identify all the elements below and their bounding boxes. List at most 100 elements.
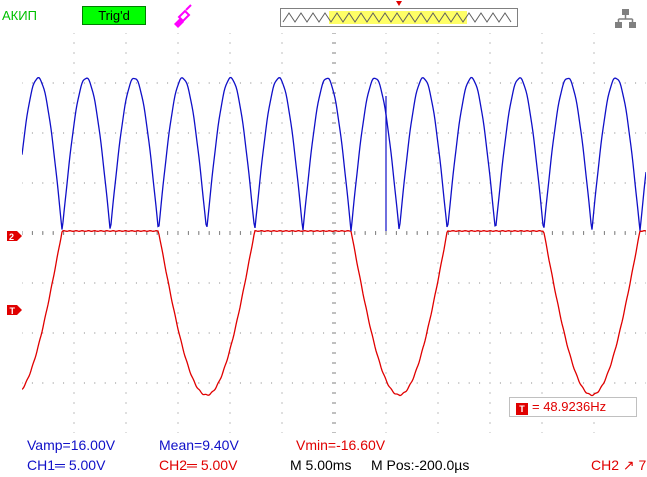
grid-dot <box>458 332 460 334</box>
main-position[interactable]: M Pos:-200.0µs <box>371 457 470 473</box>
grid-dot <box>73 372 75 374</box>
grid-dot <box>281 152 283 154</box>
grid-dot <box>177 372 179 374</box>
grid-dot <box>229 272 231 274</box>
grid-dot <box>593 62 595 64</box>
ch2-trigger-level-marker[interactable]: T <box>6 303 24 316</box>
grid-dot <box>229 292 231 294</box>
grid-dot <box>177 262 179 264</box>
grid-dot <box>219 182 221 184</box>
grid-dot <box>603 332 605 334</box>
grid-dot <box>479 182 481 184</box>
grid-dot <box>73 272 75 274</box>
grid-dot <box>73 362 75 364</box>
grid-dot <box>323 182 325 184</box>
grid-dot <box>229 302 231 304</box>
grid-dot <box>250 382 252 384</box>
grid-dot <box>250 332 252 334</box>
grid-dot <box>489 332 491 334</box>
grid-dot <box>437 342 439 344</box>
grid-dot <box>635 82 637 84</box>
grid-dot <box>177 202 179 204</box>
grid-dot <box>489 82 491 84</box>
grid-dot <box>510 282 512 284</box>
probe-icon <box>174 4 192 28</box>
grid-dot <box>104 82 106 84</box>
grid-dot <box>510 82 512 84</box>
waveform-overview-bar[interactable] <box>280 8 518 27</box>
grid-dot <box>593 182 595 184</box>
ch1-scale[interactable]: CH1═ 5.00V <box>27 457 106 473</box>
grid-dot <box>468 132 470 134</box>
grid-dot <box>531 182 533 184</box>
grid-dot <box>520 132 522 134</box>
grid-dot <box>489 352 491 354</box>
grid-dot <box>104 332 106 334</box>
grid-dot <box>437 372 439 374</box>
grid-dot <box>281 33 283 34</box>
grid-dot <box>177 322 179 324</box>
grid-dot <box>156 332 158 334</box>
grid-dot <box>52 132 54 134</box>
grid-dot <box>125 332 127 334</box>
grid-dot <box>73 102 75 104</box>
grid-dot <box>219 332 221 334</box>
grid-dot <box>281 242 283 244</box>
grid-dot <box>177 412 179 414</box>
svg-text:T: T <box>10 306 16 316</box>
grid-dot <box>73 142 75 144</box>
grid-dot <box>52 282 54 284</box>
grid-dot <box>177 382 179 384</box>
grid-dot <box>437 172 439 174</box>
grid-dot <box>125 182 127 184</box>
grid-dot <box>73 262 75 264</box>
grid-dot <box>73 172 75 174</box>
grid-dot <box>489 52 491 54</box>
grid-dot <box>551 282 553 284</box>
grid-dot <box>177 142 179 144</box>
scope-graticule <box>22 33 646 433</box>
grid-dot <box>458 82 460 84</box>
grid-dot <box>125 52 127 54</box>
grid-dot <box>156 282 158 284</box>
grid-dot <box>198 382 200 384</box>
grid-dot <box>125 62 127 64</box>
grid-dot <box>520 82 522 84</box>
waveform-display[interactable] <box>22 33 646 433</box>
grid-dot <box>239 82 241 84</box>
grid-dot <box>73 222 75 224</box>
grid-dot <box>541 392 543 394</box>
grid-dot <box>624 82 626 84</box>
grid-dot <box>375 182 377 184</box>
timebase[interactable]: M 5.00ms <box>290 457 352 473</box>
grid-dot <box>281 382 283 384</box>
grid-dot <box>73 352 75 354</box>
ch2-scale[interactable]: CH2═ 5.00V <box>159 457 238 473</box>
grid-dot <box>468 332 470 334</box>
grid-dot <box>291 382 293 384</box>
grid-dot <box>260 82 262 84</box>
grid-dot <box>541 382 543 384</box>
ch1-ground-marker[interactable]: 2 <box>6 229 24 242</box>
grid-dot <box>229 182 231 184</box>
grid-dot <box>437 382 439 384</box>
grid-dot <box>489 382 491 384</box>
grid-dot <box>125 252 127 254</box>
grid-dot <box>541 342 543 344</box>
grid-dot <box>125 292 127 294</box>
grid-dot <box>260 382 262 384</box>
grid-dot <box>489 132 491 134</box>
grid-dot <box>541 302 543 304</box>
grid-dot <box>583 182 585 184</box>
grid-dot <box>385 322 387 324</box>
grid-dot <box>510 332 512 334</box>
grid-dot <box>375 82 377 84</box>
grid-dot <box>229 412 231 414</box>
grid-dot <box>42 82 44 84</box>
grid-dot <box>52 382 54 384</box>
grid-dot <box>229 332 231 334</box>
grid-dot <box>385 292 387 294</box>
grid-dot <box>291 282 293 284</box>
trigger-source[interactable]: CH2 ↗ 7. <box>591 457 647 473</box>
grid-dot <box>187 282 189 284</box>
